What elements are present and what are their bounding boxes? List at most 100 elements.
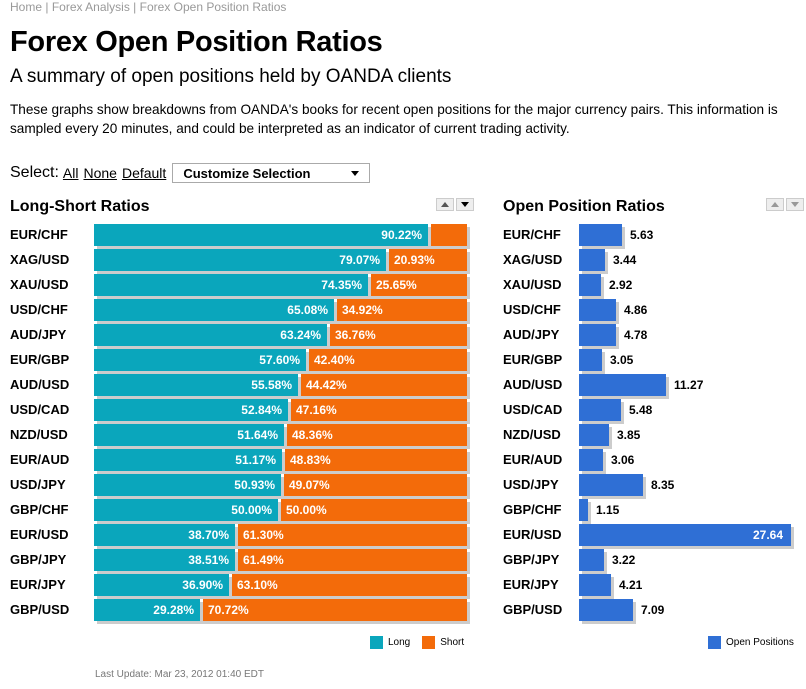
category-label: GBP/JPY <box>10 552 67 567</box>
bar-row-gbp-jpy: GBP/JPY 38.51% 61.49% <box>10 549 472 574</box>
bar-row-eur-aud: EUR/AUD 3.06 <box>503 449 803 474</box>
bar-row-gbp-chf: GBP/CHF 50.00% 50.00% <box>10 499 472 524</box>
category-label: EUR/USD <box>503 527 562 542</box>
legend-swatch-long <box>370 636 383 649</box>
category-label: XAG/USD <box>503 252 563 267</box>
open-position-value: 3.44 <box>613 253 637 267</box>
category-label: USD/CHF <box>503 302 561 317</box>
short-bar: 48.36% <box>287 424 467 446</box>
bar-row-usd-jpy: USD/JPY 50.93% 49.07% <box>10 474 472 499</box>
open-position-value: 3.85 <box>617 428 641 442</box>
long-bar: 65.08% <box>94 299 334 321</box>
category-label: XAU/USD <box>503 277 562 292</box>
select-all-link[interactable]: All <box>62 165 79 181</box>
short-bar: 34.92% <box>337 299 467 321</box>
category-label: USD/JPY <box>10 477 66 492</box>
short-bar: 44.42% <box>301 374 467 396</box>
long-bar: 51.17% <box>94 449 282 471</box>
open-position-value: 27.64 <box>753 528 784 542</box>
customize-selection-label: Customize Selection <box>183 165 311 181</box>
short-bar: 61.49% <box>238 549 467 571</box>
bar-row-eur-jpy: EUR/JPY 4.21 <box>503 574 803 599</box>
open-position-bar <box>579 424 609 446</box>
legend-label-open-positions: Open Positions <box>726 637 794 648</box>
long-bar: 51.64% <box>94 424 284 446</box>
long-short-chart: EUR/CHF 90.22% XAG/USD 79.07% 20.93% XAU/USD 7… <box>10 224 472 624</box>
category-label: USD/CAD <box>503 402 563 417</box>
long-bar: 38.51% <box>94 549 235 571</box>
category-label: GBP/CHF <box>503 502 562 517</box>
bar-row-usd-cad: USD/CAD 52.84% 47.16% <box>10 399 472 424</box>
category-label: GBP/CHF <box>10 502 69 517</box>
open-position-bar <box>579 549 604 571</box>
select-none-link[interactable]: None <box>83 165 117 181</box>
breadcrumb-home-link[interactable]: Home <box>10 0 43 14</box>
short-bar: 70.72% <box>203 599 467 621</box>
long-bar: 63.24% <box>94 324 327 346</box>
short-bar: 25.65% <box>371 274 467 296</box>
short-bar: 42.40% <box>309 349 467 371</box>
category-label: EUR/GBP <box>503 352 563 367</box>
short-bar: 50.00% <box>281 499 467 521</box>
customize-selection-dropdown[interactable]: Customize Selection <box>172 163 371 183</box>
sort-ascending-button[interactable] <box>436 198 454 211</box>
open-position-sort-controls <box>766 198 804 211</box>
bar-row-eur-aud: EUR/AUD 51.17% 48.83% <box>10 449 472 474</box>
legend-item-open-positions: Open Positions <box>708 636 794 649</box>
bar-row-aud-usd: AUD/USD 55.58% 44.42% <box>10 374 472 399</box>
open-position-chart: EUR/CHF 5.63 XAG/USD 3.44 XAU/USD 2.92 USD/CHF… <box>503 224 803 624</box>
open-position-chart-title: Open Position Ratios <box>503 198 665 215</box>
select-label: Select: <box>10 164 59 181</box>
open-position-legend: Open Positions <box>708 636 806 649</box>
bar-row-nzd-usd: NZD/USD 3.85 <box>503 424 803 449</box>
sort-up-icon <box>771 202 779 207</box>
last-update-text: Last Update: Mar 23, 2012 01:40 EDT <box>95 669 264 680</box>
bar-row-xau-usd: XAU/USD 2.92 <box>503 274 803 299</box>
open-position-bar <box>579 574 611 596</box>
short-bar <box>431 224 467 246</box>
category-label: AUD/USD <box>10 377 70 392</box>
short-bar: 48.83% <box>285 449 467 471</box>
short-bar: 20.93% <box>389 249 467 271</box>
category-label: AUD/USD <box>503 377 563 392</box>
long-bar: 29.28% <box>94 599 200 621</box>
sort-ascending-button[interactable] <box>766 198 784 211</box>
open-position-value: 3.22 <box>612 553 636 567</box>
legend-item-long: Long <box>370 636 410 649</box>
open-position-value: 2.92 <box>609 278 633 292</box>
open-position-bar <box>579 524 791 546</box>
bar-row-eur-chf: EUR/CHF 90.22% <box>10 224 472 249</box>
breadcrumb-forex-analysis-link[interactable]: Forex Analysis <box>51 0 130 14</box>
bar-row-aud-jpy: AUD/JPY 63.24% 36.76% <box>10 324 472 349</box>
category-label: EUR/USD <box>10 527 69 542</box>
open-position-value: 11.27 <box>674 378 704 392</box>
bar-row-usd-chf: USD/CHF 65.08% 34.92% <box>10 299 472 324</box>
open-position-bar <box>579 374 666 396</box>
bar-row-gbp-usd: GBP/USD 29.28% 70.72% <box>10 599 472 624</box>
open-position-value: 8.35 <box>651 478 675 492</box>
sort-descending-button[interactable] <box>456 198 474 211</box>
select-default-link[interactable]: Default <box>121 165 167 181</box>
short-bar: 61.30% <box>238 524 467 546</box>
bar-row-xau-usd: XAU/USD 74.35% 25.65% <box>10 274 472 299</box>
bar-row-gbp-chf: GBP/CHF 1.15 <box>503 499 803 524</box>
long-bar: 50.00% <box>94 499 278 521</box>
category-label: EUR/JPY <box>10 577 66 592</box>
bar-row-gbp-jpy: GBP/JPY 3.22 <box>503 549 803 574</box>
category-label: EUR/GBP <box>10 352 70 367</box>
select-row: Select: All None Default Customize Selec… <box>10 162 371 184</box>
legend-label-short: Short <box>440 637 465 648</box>
sort-descending-button[interactable] <box>786 198 804 211</box>
open-position-value: 5.63 <box>630 228 654 242</box>
category-label: EUR/CHF <box>503 227 561 242</box>
bar-row-xag-usd: XAG/USD 79.07% 20.93% <box>10 249 472 274</box>
legend-item-short: Short <box>422 636 464 649</box>
bar-row-eur-usd: EUR/USD 38.70% 61.30% <box>10 524 472 549</box>
category-label: GBP/USD <box>10 602 70 617</box>
open-position-value: 3.06 <box>611 453 635 467</box>
legend-label-long: Long <box>388 637 411 648</box>
bar-row-aud-jpy: AUD/JPY 4.78 <box>503 324 803 349</box>
category-label: AUD/JPY <box>10 327 67 342</box>
open-position-bar <box>579 399 621 421</box>
open-position-value: 3.05 <box>610 353 634 367</box>
